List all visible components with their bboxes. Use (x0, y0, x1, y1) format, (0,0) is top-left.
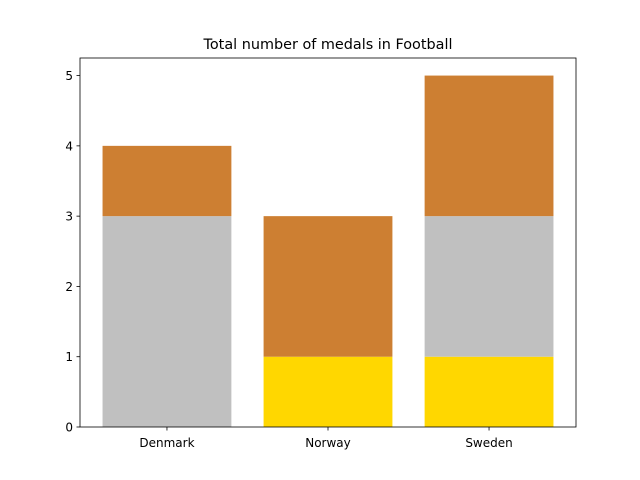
y-tick-label: 2 (65, 280, 73, 294)
x-tick-label-denmark: Denmark (139, 436, 194, 450)
y-tick-label: 1 (65, 350, 73, 364)
bar-norway-segment-2 (263, 216, 393, 357)
y-tick-label: 4 (65, 139, 73, 153)
bar-denmark-segment-1 (102, 216, 232, 427)
bar-sweden-segment-0 (424, 356, 554, 427)
x-tick-label-sweden: Sweden (465, 436, 512, 450)
bar-sweden-segment-2 (424, 75, 554, 217)
bar-sweden-segment-1 (424, 216, 554, 357)
x-tick-label-norway: Norway (305, 436, 351, 450)
y-tick-label: 5 (65, 69, 73, 83)
y-tick-label: 0 (65, 421, 73, 435)
bars-layer (102, 75, 554, 427)
bar-denmark-segment-2 (102, 145, 232, 217)
y-tick-label: 3 (65, 210, 73, 224)
chart-title: Total number of medals in Football (203, 37, 453, 53)
bar-norway-segment-0 (263, 356, 393, 427)
axes-layer: 0 1 2 3 4 5 Denmark Norway Sweden (65, 57, 577, 450)
